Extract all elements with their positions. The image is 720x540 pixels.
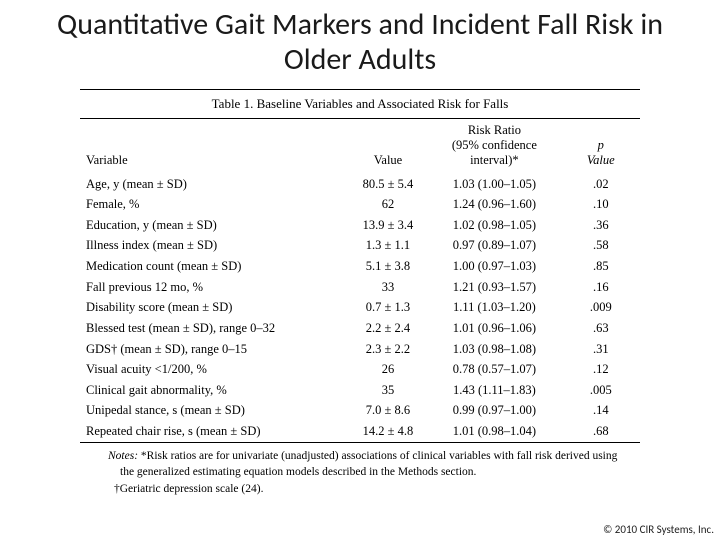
table-notes: Notes: *Risk ratios are for univariate (… (80, 443, 640, 480)
cell-p-value: .63 (562, 318, 640, 339)
copyright-notice: © 2010 CIR Systems, Inc. (603, 523, 714, 536)
cell-variable: Blessed test (mean ± SD), range 0–32 (80, 318, 349, 339)
note-1-text: *Risk ratios are for univariate (unadjus… (120, 450, 617, 478)
cell-p-value: .85 (562, 257, 640, 278)
data-table: Variable Value Risk Ratio(95% confidence… (80, 119, 640, 442)
cell-value: 35 (349, 380, 427, 401)
table-row: Female, %621.24 (0.96–1.60).10 (80, 195, 640, 216)
cell-variable: Unipedal stance, s (mean ± SD) (80, 401, 349, 422)
cell-p-value: .009 (562, 298, 640, 319)
cell-risk-ratio: 1.03 (0.98–1.08) (427, 339, 561, 360)
cell-value: 2.2 ± 2.4 (349, 318, 427, 339)
cell-variable: Education, y (mean ± SD) (80, 215, 349, 236)
cell-variable: Illness index (mean ± SD) (80, 236, 349, 257)
cell-risk-ratio: 1.00 (0.97–1.03) (427, 257, 561, 278)
col-p-value: pValue (562, 119, 640, 174)
table-caption: Table 1. Baseline Variables and Associat… (80, 89, 640, 118)
cell-p-value: .36 (562, 215, 640, 236)
cell-value: 2.3 ± 2.2 (349, 339, 427, 360)
table-row: Repeated chair rise, s (mean ± SD)14.2 ±… (80, 422, 640, 443)
cell-value: 0.7 ± 1.3 (349, 298, 427, 319)
cell-value: 26 (349, 360, 427, 381)
col-value: Value (349, 119, 427, 174)
cell-p-value: .58 (562, 236, 640, 257)
cell-value: 13.9 ± 3.4 (349, 215, 427, 236)
table-row: Fall previous 12 mo, %331.21 (0.93–1.57)… (80, 277, 640, 298)
cell-risk-ratio: 0.99 (0.97–1.00) (427, 401, 561, 422)
table-body: Age, y (mean ± SD)80.5 ± 5.41.03 (1.00–1… (80, 174, 640, 442)
col-variable: Variable (80, 119, 349, 174)
note-2: †Geriatric depression scale (24). (80, 480, 640, 498)
cell-risk-ratio: 1.02 (0.98–1.05) (427, 215, 561, 236)
cell-value: 33 (349, 277, 427, 298)
cell-p-value: .31 (562, 339, 640, 360)
cell-risk-ratio: 1.03 (1.00–1.05) (427, 174, 561, 195)
cell-risk-ratio: 1.11 (1.03–1.20) (427, 298, 561, 319)
cell-risk-ratio: 1.01 (0.98–1.04) (427, 422, 561, 443)
cell-variable: GDS† (mean ± SD), range 0–15 (80, 339, 349, 360)
notes-label: Notes: (108, 450, 138, 462)
cell-value: 62 (349, 195, 427, 216)
cell-variable: Fall previous 12 mo, % (80, 277, 349, 298)
cell-p-value: .12 (562, 360, 640, 381)
table-row: Clinical gait abnormality, %351.43 (1.11… (80, 380, 640, 401)
cell-risk-ratio: 1.01 (0.96–1.06) (427, 318, 561, 339)
table-row: Visual acuity <1/200, %260.78 (0.57–1.07… (80, 360, 640, 381)
cell-variable: Repeated chair rise, s (mean ± SD) (80, 422, 349, 443)
cell-risk-ratio: 1.43 (1.11–1.83) (427, 380, 561, 401)
cell-p-value: .10 (562, 195, 640, 216)
cell-variable: Disability score (mean ± SD) (80, 298, 349, 319)
slide-title: Quantitative Gait Markers and Incident F… (0, 0, 720, 89)
cell-p-value: .02 (562, 174, 640, 195)
table-row: Medication count (mean ± SD)5.1 ± 3.81.0… (80, 257, 640, 278)
cell-value: 5.1 ± 3.8 (349, 257, 427, 278)
cell-value: 1.3 ± 1.1 (349, 236, 427, 257)
cell-value: 80.5 ± 5.4 (349, 174, 427, 195)
table-row: Blessed test (mean ± SD), range 0–322.2 … (80, 318, 640, 339)
table-row: Disability score (mean ± SD)0.7 ± 1.31.1… (80, 298, 640, 319)
cell-variable: Medication count (mean ± SD) (80, 257, 349, 278)
table-container: Table 1. Baseline Variables and Associat… (80, 89, 640, 498)
cell-risk-ratio: 0.78 (0.57–1.07) (427, 360, 561, 381)
table-row: Illness index (mean ± SD)1.3 ± 1.10.97 (… (80, 236, 640, 257)
table-row: Age, y (mean ± SD)80.5 ± 5.41.03 (1.00–1… (80, 174, 640, 195)
col-risk-ratio: Risk Ratio(95% confidenceinterval)* (427, 119, 561, 174)
cell-p-value: .14 (562, 401, 640, 422)
cell-p-value: .68 (562, 422, 640, 443)
table-head: Variable Value Risk Ratio(95% confidence… (80, 119, 640, 174)
cell-value: 7.0 ± 8.6 (349, 401, 427, 422)
table-row: Unipedal stance, s (mean ± SD)7.0 ± 8.60… (80, 401, 640, 422)
cell-risk-ratio: 1.24 (0.96–1.60) (427, 195, 561, 216)
table-row: GDS† (mean ± SD), range 0–152.3 ± 2.21.0… (80, 339, 640, 360)
cell-risk-ratio: 0.97 (0.89–1.07) (427, 236, 561, 257)
cell-variable: Visual acuity <1/200, % (80, 360, 349, 381)
cell-value: 14.2 ± 4.8 (349, 422, 427, 443)
cell-variable: Female, % (80, 195, 349, 216)
cell-variable: Age, y (mean ± SD) (80, 174, 349, 195)
table-row: Education, y (mean ± SD)13.9 ± 3.41.02 (… (80, 215, 640, 236)
cell-risk-ratio: 1.21 (0.93–1.57) (427, 277, 561, 298)
cell-p-value: .005 (562, 380, 640, 401)
cell-variable: Clinical gait abnormality, % (80, 380, 349, 401)
cell-p-value: .16 (562, 277, 640, 298)
